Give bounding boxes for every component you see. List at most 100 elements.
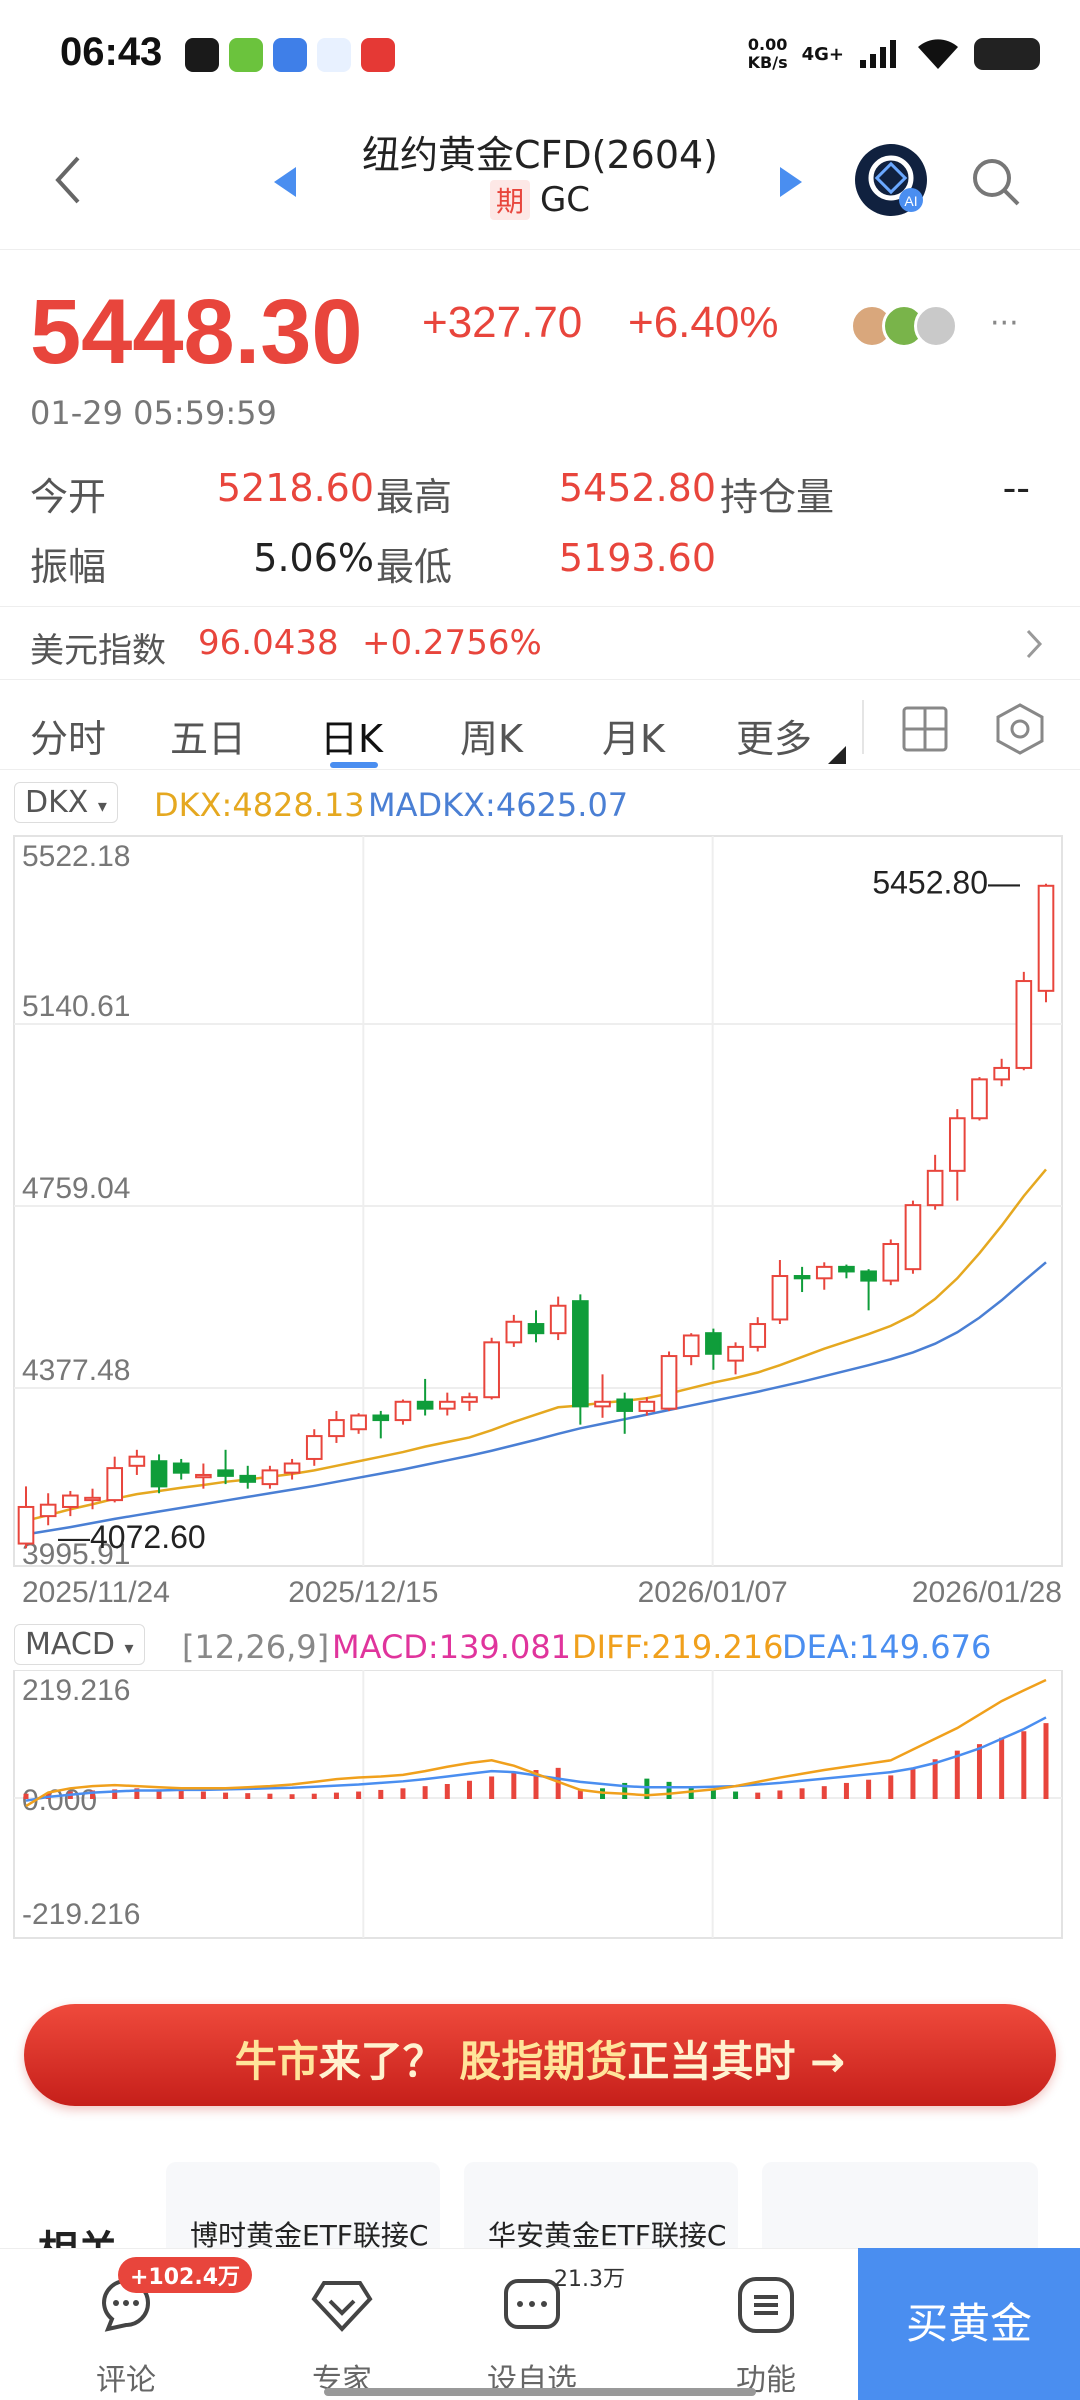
macd-y-tick-label: 219.216 [22,1674,130,1707]
min-price-label: —4072.60 [58,1519,206,1555]
tab-five-day[interactable]: 五日 [170,717,247,761]
signal-icon [860,40,896,68]
stats-row-1: 今开 5218.60 最高 5452.80 持仓量 -- [30,466,1060,519]
layout-grid-icon[interactable] [900,704,950,754]
code-text: GC [539,180,591,220]
candle-body [993,1066,1010,1081]
battery-icon [974,38,1040,70]
comment-button[interactable]: 评论 [56,2273,196,2399]
ai-label: AI [904,193,917,209]
usd-index-row[interactable]: 美元指数 96.0438 +0.2756% [0,606,1080,680]
comment-label: 评论 [96,2363,156,2398]
functions-button[interactable]: 功能 [696,2273,836,2399]
sub-indicator-dropdown[interactable]: MACD ▾ [14,1624,145,1665]
back-button[interactable] [50,150,90,210]
period-tabs: 分时 五日 日K 周K 月K 更多 [0,690,1080,770]
candle-body [882,1243,900,1282]
corner-triangle-icon [828,746,846,764]
candle-body [261,1469,279,1486]
search-icon[interactable] [968,154,1024,210]
app-notification-icon [361,38,395,72]
candle-body [283,1462,301,1474]
related-card-name: 博时黄金ETF联接C [190,2219,429,2252]
candle-body [971,1078,988,1120]
candle-body [483,1341,500,1399]
change-absolute: +327.70 [422,298,583,347]
tab-daily-k[interactable]: 日K [320,717,383,761]
net-type: 4G+ [801,43,844,65]
candle-body [948,1117,966,1172]
y-tick-label: 3995.91 [22,1538,130,1571]
candle-body [84,1496,101,1502]
ai-assistant-button[interactable]: AI [855,144,927,216]
change-percent: +6.40% [628,298,779,347]
candle-body [616,1398,634,1412]
net-speed-unit: KB/s [747,53,788,72]
tab-more[interactable]: 更多 [736,717,813,761]
candle-body [926,1169,944,1207]
tab-weekly-k[interactable]: 周K [460,717,523,761]
last-price: 5448.30 [30,281,363,383]
candle-body [727,1345,744,1362]
candle-body [328,1419,345,1438]
dkx-line [25,1168,1047,1522]
candle-body [904,1204,922,1271]
dkx-legend: DKX:4828.13 [154,786,365,824]
candle-body [416,1400,434,1410]
candle-body [838,1265,855,1273]
promo-part4: 正当其时 [627,2037,796,2086]
open-interest-label: 持仓量 [720,475,835,519]
follower-avatars[interactable] [850,304,958,348]
candle-body [1037,884,1055,992]
main-indicator-dropdown[interactable]: DKX ▾ [14,782,118,823]
candle-body [793,1275,811,1280]
dropdown-caret-icon: ▾ [97,796,107,817]
candle-body [305,1435,323,1460]
watchlist-icon [504,2279,560,2329]
comment-count-badge: +102.4万 [118,2257,253,2293]
diff-legend: DIFF:219.216 [572,1628,784,1666]
dropdown-caret-icon: ▾ [124,1638,134,1659]
candle-body [239,1474,257,1483]
y-tick-label: 4759.04 [22,1172,130,1205]
macd-y-tick-label: -219.216 [22,1898,140,1931]
tab-intraday[interactable]: 分时 [30,717,107,761]
candle-body [1015,980,1033,1069]
futures-badge: 期 [489,180,530,220]
contract-code: 期 GC [0,180,1080,220]
sub-indicator-name: MACD [25,1627,115,1662]
chevron-right-icon [1026,629,1043,659]
candlestick-chart[interactable]: 5522.18 5140.61 4759.04 4377.48 3995.91 5452.… [0,830,1080,1650]
macd-params: [12,26,9] [182,1628,330,1666]
x-tick-label: 2026/01/28 [912,1576,1062,1609]
more-options-icon[interactable]: ··· [990,306,1019,341]
candle-body [572,1300,589,1408]
macd-plot-area [13,1670,1063,1939]
expert-button[interactable]: 专家 [272,2273,412,2399]
candle-body [372,1414,390,1422]
next-contract-button[interactable] [778,165,804,199]
diamond-icon [311,2281,373,2332]
status-time: 06:43 [60,30,163,74]
open-label: 今开 [30,475,107,519]
quote-timestamp: 01-29 05:59:59 [30,394,277,432]
amplitude-value: 5.06% [253,536,374,580]
usd-index-change: +0.2756% [362,623,542,663]
settings-hexagon-icon[interactable] [994,702,1046,756]
low-label: 最低 [376,545,453,589]
candle-body [682,1334,700,1358]
related-card-name: 华安黄金ETF联接C [488,2219,727,2252]
prev-contract-button[interactable] [272,165,298,199]
wifi-icon [918,39,958,69]
promo-banner[interactable]: 牛市来了？ 股指期货正当其时 → [24,2004,1056,2106]
candle-body [39,1503,57,1518]
madkx-line [25,1261,1047,1536]
candle-body [660,1355,678,1410]
buy-gold-button[interactable]: 买黄金 [858,2248,1080,2400]
usd-index-value: 96.0438 [198,623,339,663]
tab-monthly-k[interactable]: 月K [602,717,665,761]
candle-body [150,1460,168,1488]
high-value: 5452.80 [558,466,716,510]
app-notification-icon [273,38,307,72]
